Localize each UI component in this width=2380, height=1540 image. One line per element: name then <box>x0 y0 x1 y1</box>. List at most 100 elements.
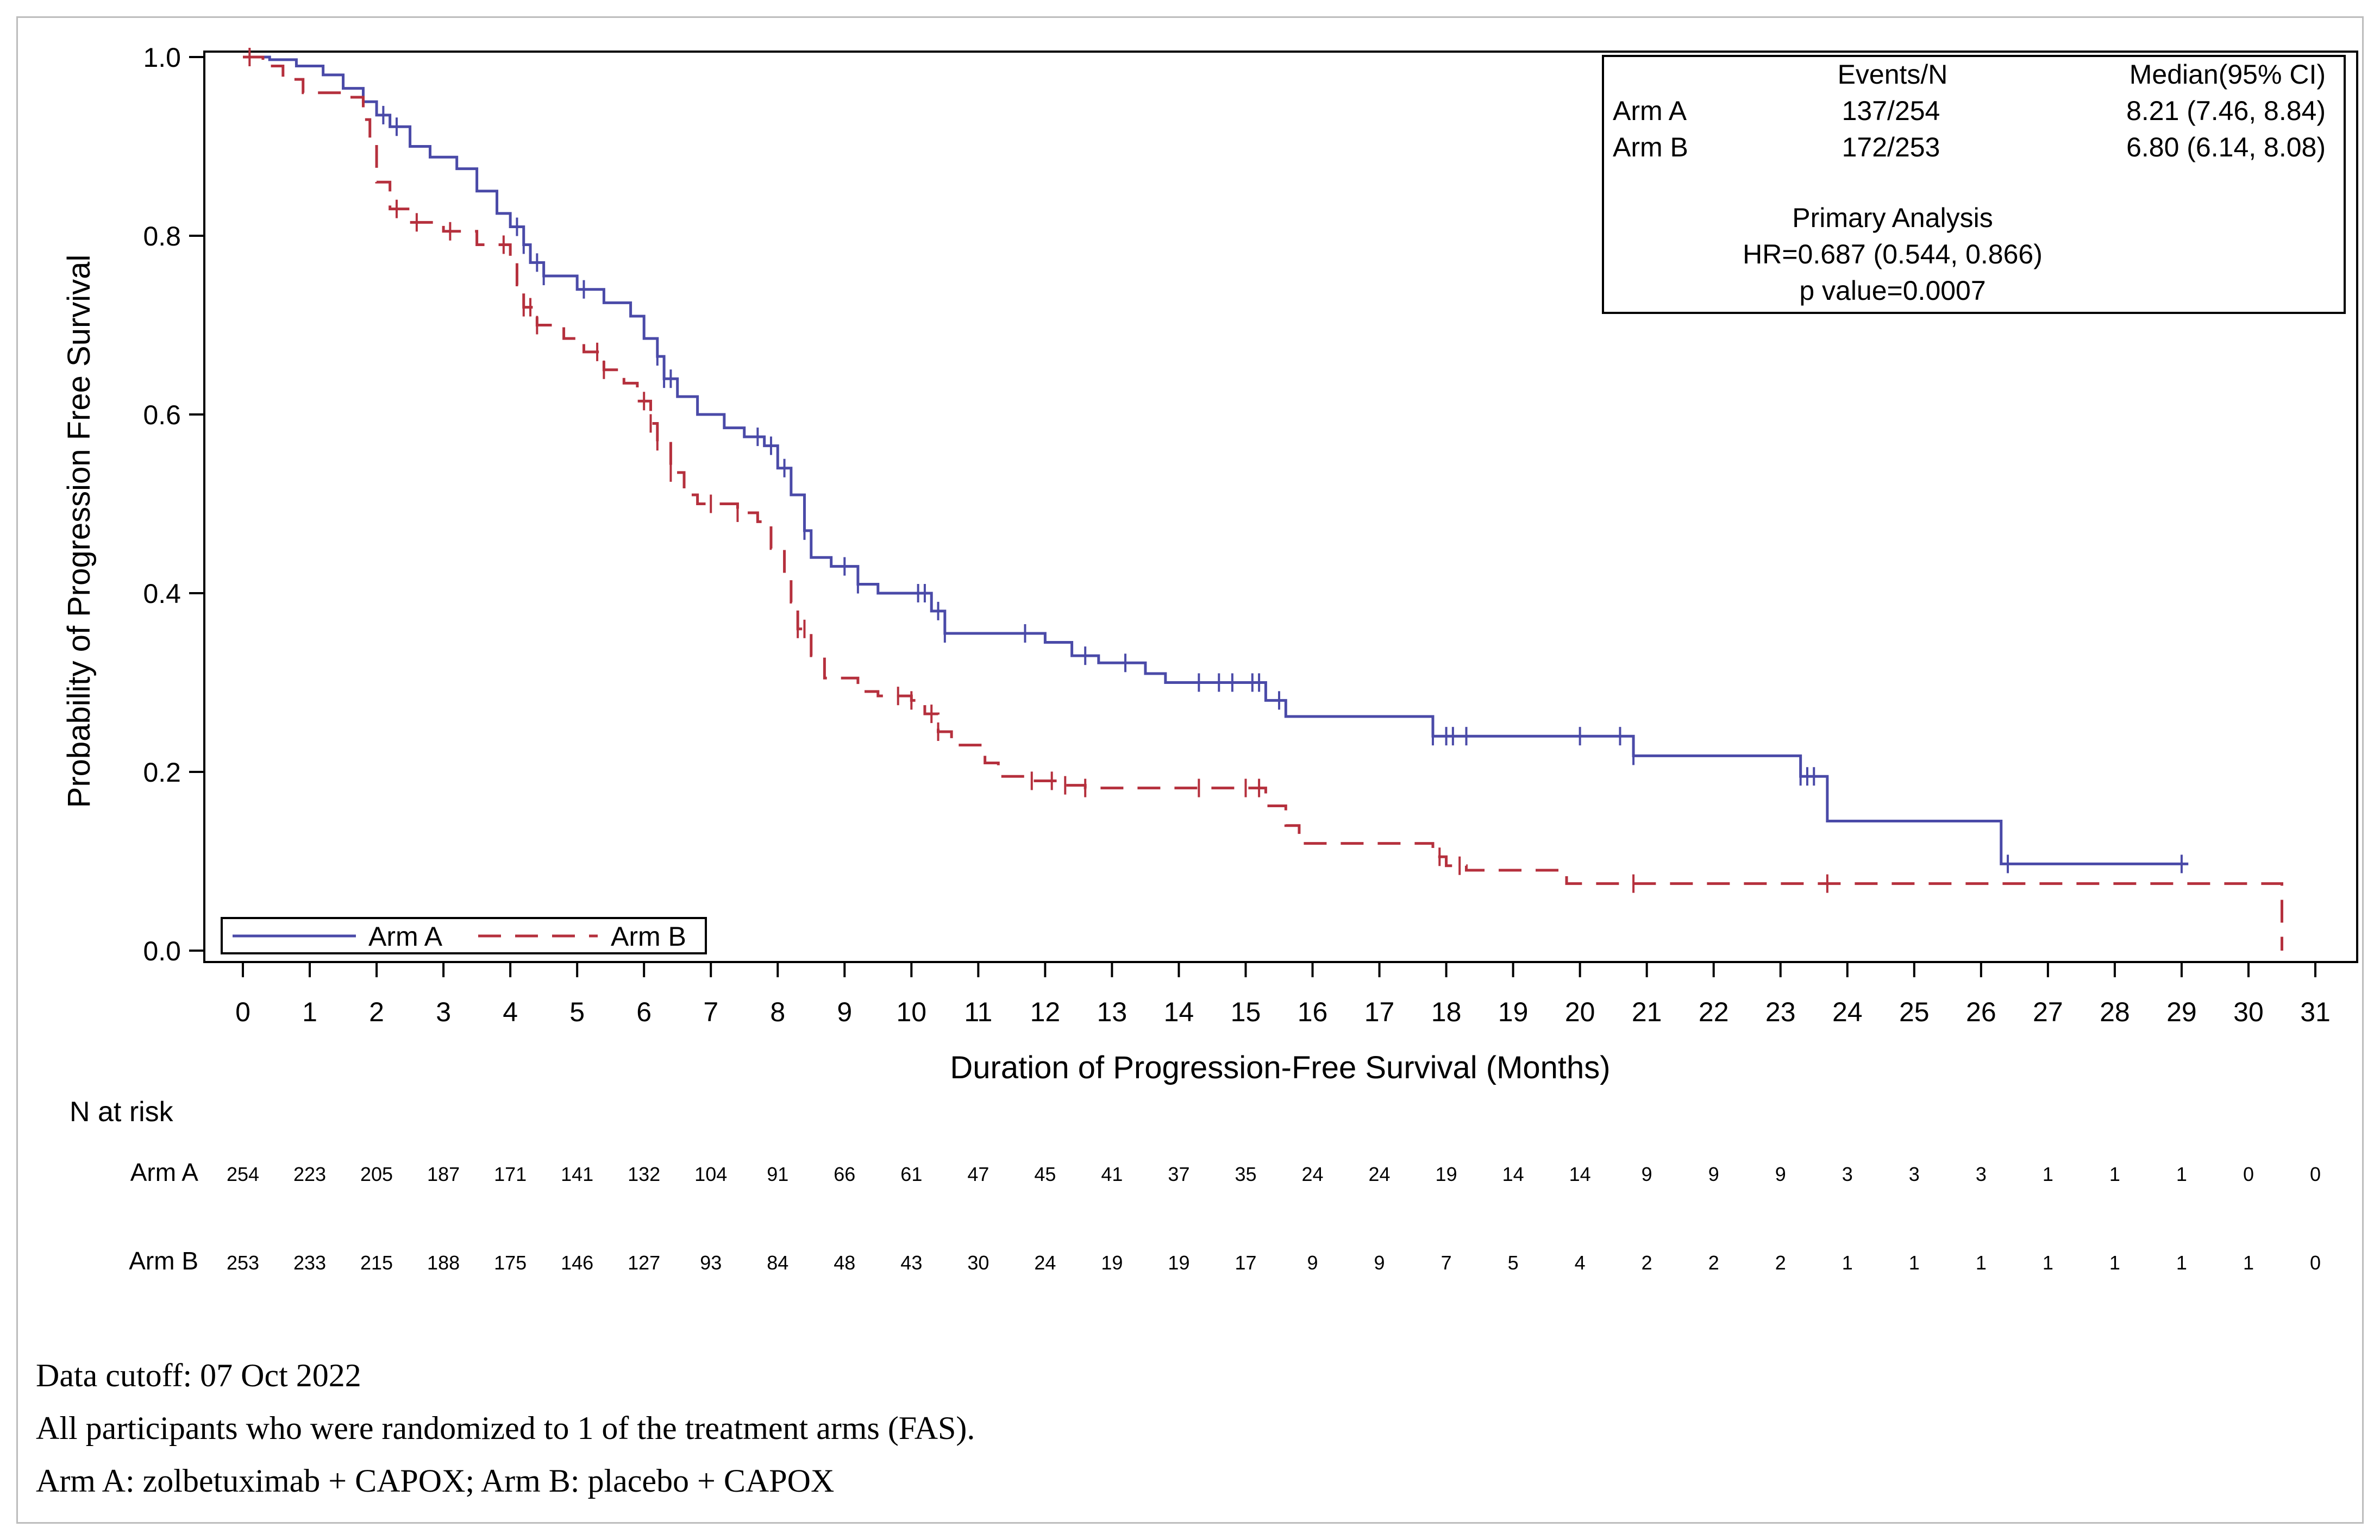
y-tick-label: 0.0 <box>143 936 181 966</box>
x-tick-label: 18 <box>1431 997 1462 1027</box>
y-tick-label: 0.6 <box>143 400 181 430</box>
risk-count: 253 <box>227 1252 259 1274</box>
risk-count: 66 <box>834 1163 855 1185</box>
risk-count: 2 <box>1708 1252 1719 1274</box>
stats-arm-b-events: 172/253 <box>1842 132 1940 162</box>
x-tick-label: 24 <box>1832 997 1863 1027</box>
risk-count: 141 <box>561 1163 593 1185</box>
risk-count: 1 <box>2043 1252 2053 1274</box>
risk-count: 24 <box>1301 1163 1323 1185</box>
risk-count: 233 <box>293 1252 326 1274</box>
risk-count: 3 <box>1976 1163 1987 1185</box>
x-tick-label: 0 <box>235 997 250 1027</box>
x-tick-label: 7 <box>703 997 718 1027</box>
risk-table: N at risk Arm A Arm B 254 223 205 187 171 141… <box>70 1096 2321 1275</box>
x-tick-label: 14 <box>1164 997 1194 1027</box>
x-tick-label: 23 <box>1765 997 1796 1027</box>
risk-count: 175 <box>494 1252 527 1274</box>
stats-arm-b-median: 6.80 (6.14, 8.08) <box>2126 132 2326 162</box>
x-tick-label: 29 <box>2166 997 2197 1027</box>
footnote-population: All participants who were randomized to … <box>36 1410 975 1446</box>
x-tick-label: 3 <box>436 997 451 1027</box>
x-tick-label: 2 <box>369 997 384 1027</box>
risk-count: 84 <box>767 1252 788 1274</box>
risk-count: 30 <box>967 1252 989 1274</box>
x-axis-label: Duration of Progression-Free Survival (M… <box>950 1050 1610 1085</box>
x-tick-label: 16 <box>1298 997 1328 1027</box>
stats-header-median: Median(95% CI) <box>2130 59 2326 90</box>
risk-count: 1 <box>2109 1252 2120 1274</box>
risk-table-title: N at risk <box>70 1096 174 1128</box>
risk-count: 5 <box>1508 1252 1519 1274</box>
x-tick-label: 26 <box>1966 997 1996 1027</box>
risk-count: 19 <box>1436 1163 1457 1185</box>
x-tick-label: 11 <box>964 997 992 1027</box>
risk-count: 104 <box>694 1163 727 1185</box>
stats-analysis-title: Primary Analysis <box>1792 203 1993 233</box>
x-tick-label: 12 <box>1030 997 1061 1027</box>
plot-area <box>203 51 2358 963</box>
risk-count: 9 <box>1307 1252 1318 1274</box>
x-tick-label: 10 <box>897 997 927 1027</box>
risk-count: 205 <box>360 1163 393 1185</box>
risk-count: 43 <box>900 1252 922 1274</box>
risk-count: 1 <box>2243 1252 2254 1274</box>
risk-count: 4 <box>1575 1252 1586 1274</box>
risk-count: 3 <box>1842 1163 1853 1185</box>
risk-count: 14 <box>1502 1163 1524 1185</box>
legend-label-arm-a: Arm A <box>368 921 443 952</box>
footnote-arms: Arm A: zolbetuximab + CAPOX; Arm B: plac… <box>36 1463 835 1499</box>
risk-count: 0 <box>2310 1163 2321 1185</box>
risk-count: 215 <box>360 1252 393 1274</box>
x-axis: 0 1 2 3 4 5 6 7 8 9 10 11 12 13 14 15 16 17 18 19 20 21 22 23 24… <box>235 962 2331 1027</box>
x-tick-label: 17 <box>1364 997 1395 1027</box>
risk-count: 2 <box>1642 1252 1652 1274</box>
risk-count: 19 <box>1101 1252 1123 1274</box>
risk-count: 1 <box>2109 1163 2120 1185</box>
x-tick-label: 19 <box>1498 997 1529 1027</box>
x-tick-label: 4 <box>503 997 518 1027</box>
series-layer <box>243 48 2283 951</box>
risk-count: 132 <box>628 1163 660 1185</box>
km-curve-arm-a <box>243 55 2189 865</box>
y-axis: 0.0 0.2 0.4 0.6 0.8 1.0 <box>143 42 204 966</box>
stats-hazard-ratio: HR=0.687 (0.544, 0.866) <box>1743 239 2043 269</box>
stats-arm-b-label: Arm B <box>1613 132 1688 162</box>
y-tick-label: 0.4 <box>143 579 181 609</box>
risk-count: 1 <box>2043 1163 2053 1185</box>
risk-count: 61 <box>900 1163 922 1185</box>
x-tick-label: 15 <box>1231 997 1261 1027</box>
risk-count: 1 <box>2176 1252 2187 1274</box>
risk-row-arm-a: 254 223 205 187 171 141 132 104 91 66 61 47 45 41 37 35… <box>227 1163 2321 1185</box>
risk-count: 37 <box>1168 1163 1189 1185</box>
risk-count: 7 <box>1441 1252 1452 1274</box>
footnote-cutoff: Data cutoff: 07 Oct 2022 <box>36 1357 361 1393</box>
risk-count: 17 <box>1235 1252 1256 1274</box>
x-tick-label: 27 <box>2033 997 2063 1027</box>
x-tick-label: 9 <box>837 997 852 1027</box>
risk-count: 187 <box>427 1163 460 1185</box>
risk-count: 93 <box>700 1252 722 1274</box>
risk-row-label-arm-a: Arm A <box>130 1158 199 1186</box>
risk-count: 1 <box>1909 1252 1920 1274</box>
risk-count: 1 <box>2176 1163 2187 1185</box>
risk-count: 0 <box>2310 1252 2321 1274</box>
stats-arm-a-events: 137/254 <box>1842 96 1940 126</box>
stats-arm-a-label: Arm A <box>1613 96 1687 126</box>
risk-count: 91 <box>767 1163 788 1185</box>
risk-count: 1 <box>1842 1252 1853 1274</box>
risk-count: 254 <box>227 1163 259 1185</box>
figure-frame <box>16 16 2364 1524</box>
x-tick-label: 20 <box>1565 997 1595 1027</box>
y-tick-label: 0.8 <box>143 221 181 252</box>
x-tick-label: 5 <box>569 997 585 1027</box>
risk-count: 19 <box>1168 1252 1189 1274</box>
x-tick-label: 28 <box>2100 997 2130 1027</box>
risk-count: 9 <box>1642 1163 1652 1185</box>
risk-count: 24 <box>1369 1163 1391 1185</box>
risk-count: 0 <box>2243 1163 2254 1185</box>
stats-header-events: Events/N <box>1838 59 1948 90</box>
risk-count: 41 <box>1101 1163 1123 1185</box>
x-tick-label: 6 <box>636 997 652 1027</box>
